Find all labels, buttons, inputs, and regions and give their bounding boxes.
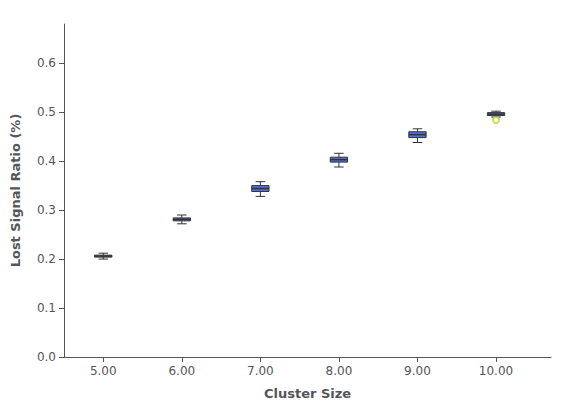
svg-text:Cluster Size: Cluster Size	[264, 386, 351, 401]
svg-text:0.4: 0.4	[37, 154, 56, 168]
svg-text:0.1: 0.1	[37, 301, 56, 315]
svg-text:5.00: 5.00	[90, 364, 117, 378]
svg-text:7.00: 7.00	[247, 364, 274, 378]
svg-text:Lost Signal Ratio (%): Lost Signal Ratio (%)	[8, 114, 23, 268]
svg-text:0.5: 0.5	[37, 105, 56, 119]
svg-text:0.6: 0.6	[37, 56, 56, 70]
svg-text:0.2: 0.2	[37, 252, 56, 266]
svg-text:8.00: 8.00	[326, 364, 353, 378]
svg-text:6.00: 6.00	[168, 364, 195, 378]
svg-text:9.00: 9.00	[404, 364, 431, 378]
svg-text:0.3: 0.3	[37, 203, 56, 217]
svg-text:0.0: 0.0	[37, 350, 56, 364]
svg-text:10.00: 10.00	[479, 364, 513, 378]
